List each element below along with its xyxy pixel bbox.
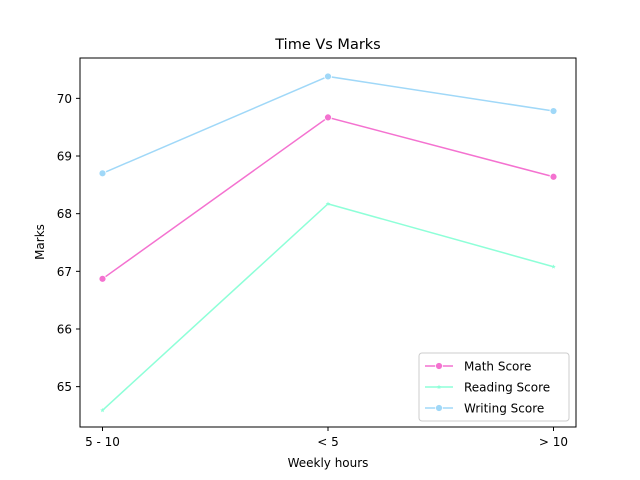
legend-frame [418,352,570,422]
legend-label: Math Score [464,360,531,374]
legend-marker [435,404,443,412]
series-0 [98,113,558,283]
data-point [324,113,332,122]
data-point [98,274,107,283]
data-point [98,169,107,178]
legend-marker [436,384,442,389]
data-point [324,72,332,81]
y-tick-label: 65 [57,380,72,394]
x-tick-label: > 10 [539,435,568,449]
data-point [100,407,105,413]
data-point [549,172,558,181]
legend-item: Reading Score [425,381,550,395]
y-tick-label: 69 [57,150,72,164]
y-axis-label: Marks [33,224,47,260]
x-tick-label: < 5 [317,435,339,449]
legend-item: Math Score [425,360,531,374]
y-tick-label: 68 [57,207,72,221]
y-tick-label: 66 [57,322,72,336]
legend-label: Reading Score [464,381,550,395]
legend-marker [435,362,443,370]
y-axis: 65 66 67 68 69 70 [57,92,80,394]
x-axis-label: Weekly hours [288,456,369,470]
x-axis: 5 - 10 < 5 > 10 [85,427,568,449]
legend: Math Score Reading Score Writing Score [418,352,570,422]
x-tick-label: 5 - 10 [85,435,120,449]
series-1 [100,201,556,413]
data-point [551,264,556,269]
y-tick-label: 70 [57,92,72,106]
series-layer [98,72,558,413]
chart-title: Time Vs Marks [274,37,381,53]
legend-item: Writing Score [425,402,544,416]
data-point [325,201,331,206]
legend-label: Writing Score [464,402,544,416]
series-2 [98,72,558,178]
y-tick-label: 67 [57,265,72,279]
data-point [549,107,558,115]
